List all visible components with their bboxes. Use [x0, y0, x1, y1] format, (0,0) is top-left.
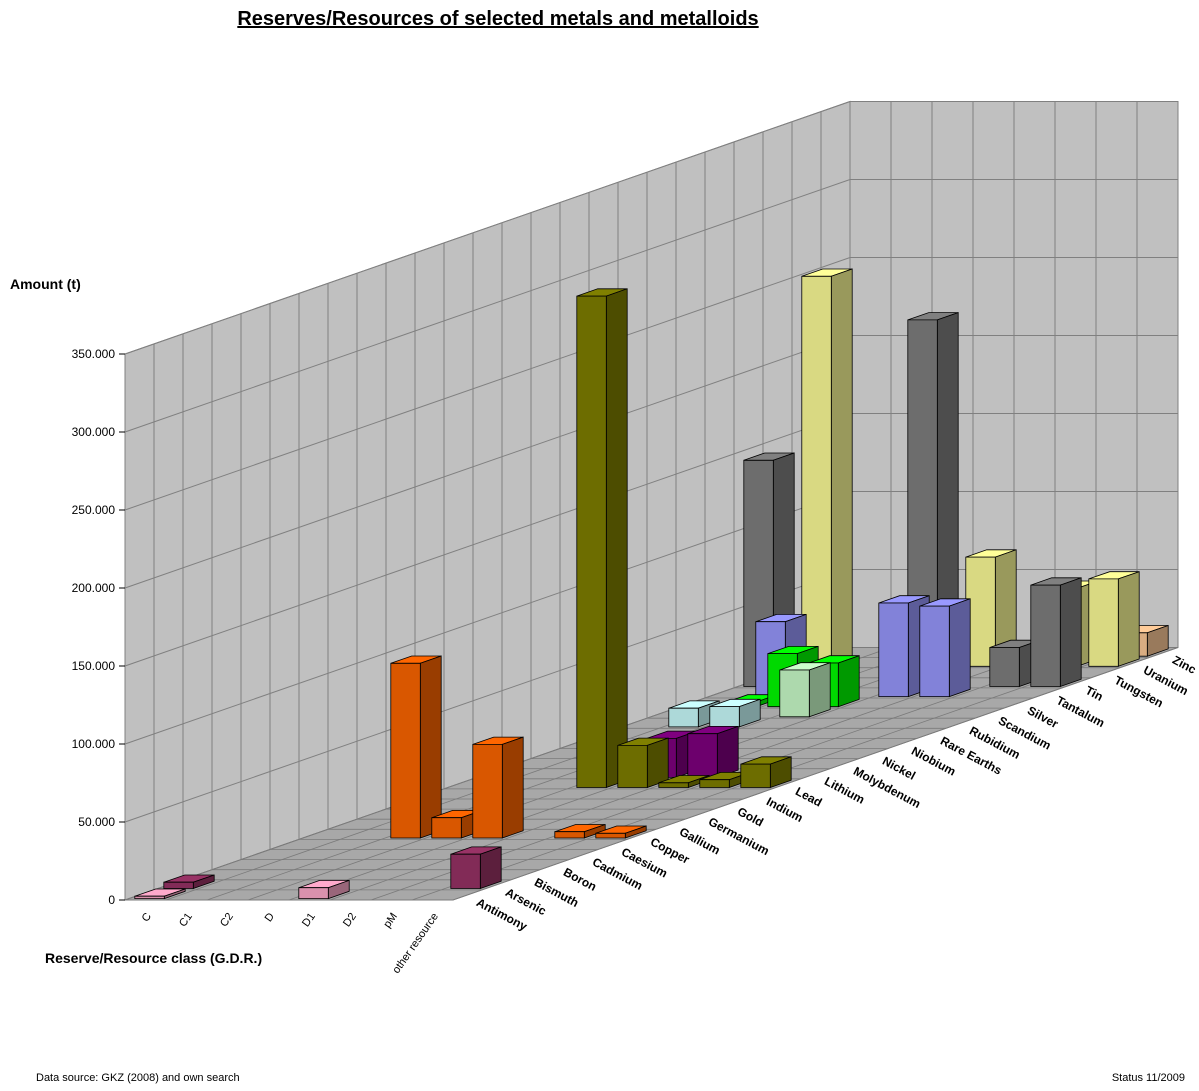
chart-title: Reserves/Resources of selected metals an…	[237, 8, 759, 30]
bar-front	[595, 832, 626, 839]
bar-lead-d1	[617, 737, 669, 789]
x-axis-label: Reserve/Resource class (G.D.R.)	[45, 950, 263, 966]
y-tick-label: 350.000	[72, 347, 116, 361]
bar-antimony-c	[134, 888, 186, 900]
bar-side	[716, 725, 739, 778]
bar-front	[298, 887, 329, 899]
bar-side	[1059, 577, 1082, 688]
y-tick-label: 200.000	[72, 581, 116, 595]
bar-front	[163, 881, 194, 889]
bar-front	[709, 706, 740, 728]
bar-uranium-other-resource	[1088, 571, 1140, 667]
bar-tantalum-d2	[919, 598, 971, 698]
bar-copper-c2	[390, 655, 442, 839]
y-tick-label: 0	[108, 893, 115, 907]
bar-front	[390, 662, 421, 839]
x-tick-label: D1	[300, 911, 318, 929]
x-tick-label: D	[263, 911, 277, 924]
x-tick-label: pM	[381, 911, 400, 930]
bar-front	[134, 895, 165, 899]
x-tick-label: D2	[341, 911, 359, 929]
bar-front	[801, 275, 832, 667]
bar-side	[808, 662, 831, 718]
bar-side	[837, 655, 860, 708]
data-source-note: Data source: GKZ (2008) and own search	[36, 1072, 240, 1084]
y-tick-label: 300.000	[72, 425, 116, 439]
bar-antimony-d1	[298, 879, 350, 900]
bar-front	[919, 605, 950, 697]
bar-scandium-d	[779, 662, 831, 718]
bar-front	[699, 779, 730, 788]
bar-copper-other-resource	[595, 825, 647, 839]
bar-lithium-d2	[687, 725, 739, 778]
bar-side	[948, 598, 971, 698]
bar-front	[779, 669, 810, 718]
bar-front	[1088, 578, 1119, 667]
z-tick-label: Gold	[735, 804, 766, 829]
bar-arsenic-c	[163, 874, 215, 890]
bar-tin-other-resource	[1030, 577, 1082, 688]
x-tick-label: C1	[177, 911, 195, 929]
bar-front	[472, 744, 503, 839]
bar-side	[501, 736, 524, 839]
y-tick-label: 150.000	[72, 659, 116, 673]
bar-side	[419, 655, 442, 839]
bar-front	[1030, 584, 1061, 687]
bar-copper-pm	[554, 823, 606, 839]
y-tick-label: 100.000	[72, 737, 116, 751]
bar-lead-d	[576, 288, 628, 789]
y-tick-label: 50.000	[78, 815, 115, 829]
bar-side	[479, 846, 502, 890]
bar-side	[830, 268, 853, 667]
bar-rubidium-c2	[709, 698, 761, 728]
y-tick-label: 250.000	[72, 503, 116, 517]
bar-front	[989, 647, 1020, 687]
z-tick-label: Lead	[793, 784, 824, 810]
bar-front	[554, 831, 585, 839]
x-tick-label: other resource	[390, 911, 441, 976]
bar-front	[687, 733, 718, 778]
bar-front	[668, 707, 699, 728]
bar-uranium-c	[801, 268, 853, 667]
chart-bars	[134, 268, 1169, 900]
bar-uranium-d1	[965, 549, 1017, 667]
bar-copper-d1	[472, 736, 524, 839]
bar-front	[740, 763, 771, 788]
bar-side	[646, 737, 669, 789]
bar-front	[576, 295, 607, 788]
z-tick-label: Tin	[1083, 683, 1105, 704]
chart-gridlines	[124, 101, 1179, 901]
y-axis-ticks: 0 50.000 100.000 150.000 200.000 250.000 300.0…	[72, 347, 125, 907]
x-tick-label: C	[140, 911, 154, 924]
bar-lead-other-resource	[740, 756, 792, 789]
bar-front	[431, 817, 462, 839]
status-note: Status 11/2009	[1111, 1072, 1185, 1084]
x-tick-label: C2	[218, 911, 236, 929]
bar-front	[965, 556, 996, 667]
bar-front	[450, 853, 481, 889]
x-gridline-floor	[452, 647, 1179, 901]
bar-front	[658, 782, 689, 788]
bar-tin-d1	[907, 312, 959, 688]
z-tick-label: Zinc	[1170, 653, 1199, 677]
bar-front	[617, 745, 648, 788]
bar-side	[1117, 571, 1140, 667]
y-axis-label: Amount (t)	[10, 276, 81, 292]
bar-side	[605, 288, 628, 789]
bar-arsenic-other-resource	[450, 846, 502, 890]
bar-front	[878, 602, 909, 697]
z-tick-label: Silver	[1025, 703, 1061, 731]
